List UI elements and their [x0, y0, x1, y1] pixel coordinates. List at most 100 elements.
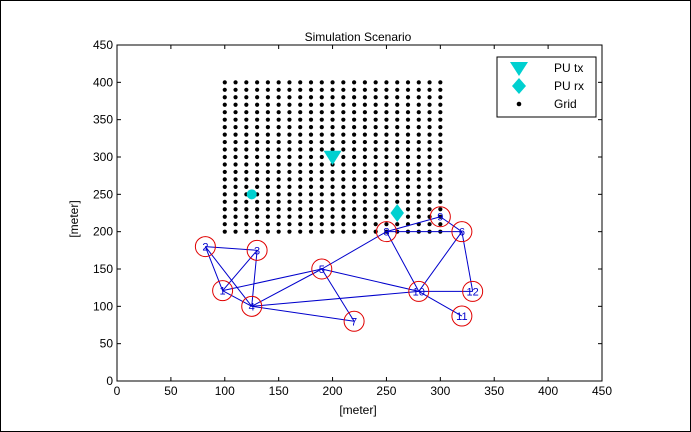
grid-point	[244, 169, 249, 175]
grid-point	[384, 117, 389, 122]
pu-markers	[246, 150, 404, 222]
grid-point	[244, 229, 249, 234]
node-label: 2	[202, 242, 208, 254]
node-label: 7	[351, 316, 357, 328]
grid-point	[319, 192, 324, 197]
grid-point	[276, 95, 281, 100]
grid-point	[330, 169, 335, 175]
grid-point	[319, 132, 324, 137]
grid-point	[276, 229, 281, 234]
grid-point	[341, 192, 346, 197]
grid-point	[427, 125, 432, 130]
grid-point	[352, 192, 357, 197]
grid-point	[265, 214, 270, 219]
grid-point	[362, 214, 367, 219]
grid-point	[352, 177, 357, 182]
y-axis-label: [meter]	[67, 200, 81, 237]
grid-point	[308, 139, 314, 145]
grid-point	[287, 229, 292, 234]
grid-point	[222, 184, 227, 189]
grid-point	[222, 162, 227, 167]
grid-point	[330, 147, 335, 152]
grid-point	[427, 154, 432, 160]
node-label: 6	[459, 227, 465, 239]
grid-point	[416, 199, 421, 204]
grid-point	[287, 199, 292, 204]
grid-point	[244, 147, 249, 152]
legend-label: PU rx	[554, 79, 584, 93]
grid-point	[405, 162, 411, 167]
grid-point	[405, 147, 411, 152]
grid-point	[405, 87, 411, 92]
grid-point	[405, 199, 411, 204]
grid-point	[319, 147, 324, 152]
grid-point	[384, 222, 389, 227]
grid-point	[265, 139, 270, 145]
grid-point	[341, 229, 346, 234]
grid-point	[265, 102, 270, 107]
grid-point	[416, 214, 421, 219]
grid-point	[265, 162, 270, 167]
grid-point	[287, 102, 292, 107]
grid-point	[319, 87, 324, 92]
grid-point	[416, 169, 421, 175]
x-tick-label: 300	[430, 384, 450, 398]
grid-point	[352, 95, 357, 100]
grid-point	[298, 214, 303, 219]
grid-point	[341, 199, 346, 204]
grid-point	[384, 102, 389, 107]
edge-line	[418, 290, 463, 317]
grid-point	[330, 125, 335, 130]
grid-point	[395, 147, 400, 152]
node-circle	[343, 310, 365, 332]
x-tick-label: 400	[538, 384, 558, 398]
grid-point	[416, 80, 421, 85]
y-tick-label: 400	[93, 75, 113, 89]
grid-point	[255, 177, 260, 182]
node-label: 5	[319, 264, 325, 276]
grid-point	[384, 214, 389, 219]
grid-point	[308, 95, 314, 100]
grid-points	[222, 80, 443, 234]
grid-point	[308, 199, 314, 204]
y-tick-label: 350	[93, 113, 113, 127]
grid-point	[362, 177, 367, 182]
grid-point	[373, 222, 378, 227]
grid-point	[362, 95, 367, 100]
grid-point	[427, 95, 432, 100]
grid-point	[287, 162, 292, 167]
grid-point	[222, 154, 227, 160]
grid-point	[384, 192, 389, 197]
grid-point	[416, 95, 421, 100]
grid-point	[427, 192, 432, 197]
grid-point	[298, 147, 303, 152]
node-circle	[212, 280, 234, 302]
grid-point	[362, 192, 367, 197]
grid-point	[438, 184, 443, 189]
legend-tx-icon	[510, 62, 528, 76]
grid-point	[405, 132, 411, 137]
grid-point	[352, 102, 357, 107]
grid-point	[319, 139, 324, 145]
grid-point	[405, 95, 411, 100]
grid-point	[330, 207, 335, 212]
node-circle	[241, 295, 263, 317]
grid-point	[438, 147, 443, 152]
grid-point	[352, 110, 357, 115]
grid-point	[373, 162, 378, 167]
grid-point	[244, 177, 249, 182]
grid-point	[427, 87, 432, 92]
grid-point	[298, 222, 303, 227]
grid-point	[298, 132, 303, 137]
grid-point	[405, 125, 411, 130]
grid-point	[233, 110, 238, 115]
grid-point	[308, 117, 314, 122]
grid-point	[265, 222, 270, 227]
grid-point	[438, 222, 443, 227]
grid-point	[265, 207, 270, 212]
grid-point	[427, 139, 432, 145]
grid-point	[319, 222, 324, 227]
grid-point	[373, 147, 378, 152]
grid-point	[255, 154, 260, 160]
grid-point	[244, 117, 249, 122]
